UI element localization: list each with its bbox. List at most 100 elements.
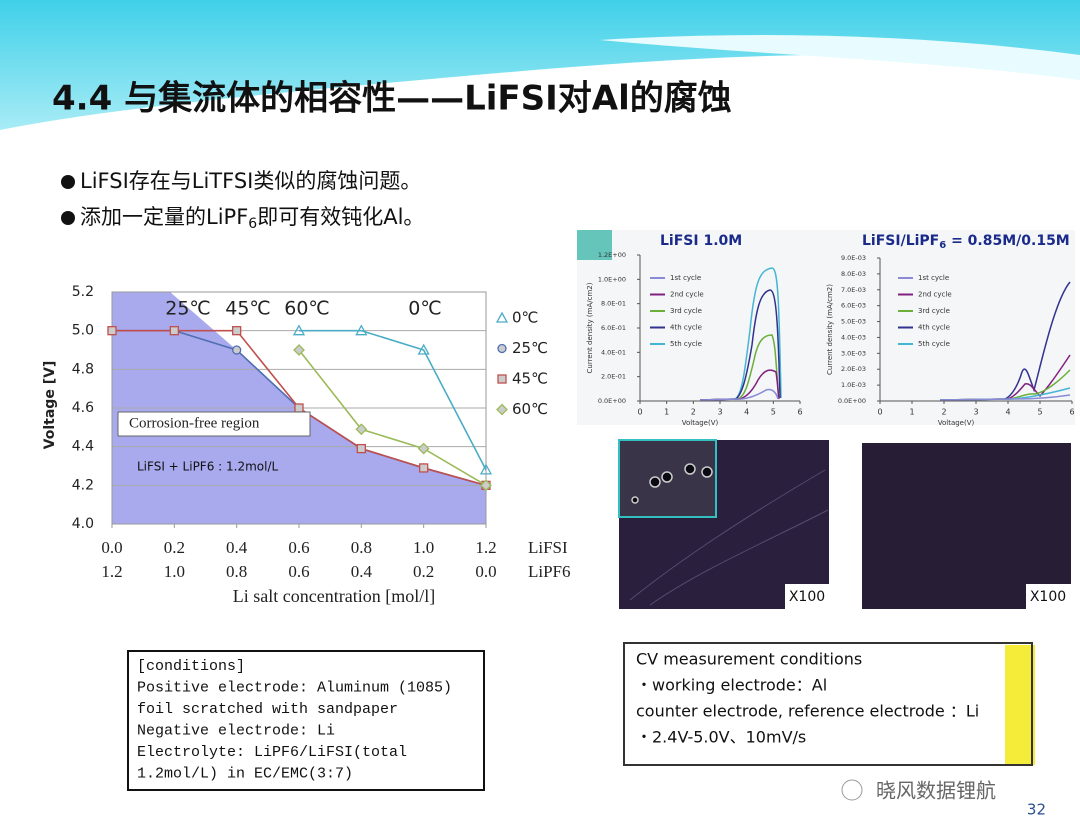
cv-title-part: = 0.85M/0.15M xyxy=(946,233,1070,249)
temperature-annotation: 60℃ xyxy=(284,298,330,320)
marker xyxy=(480,479,492,492)
page-number: 32 xyxy=(1027,801,1046,819)
highlight-bar xyxy=(1005,645,1035,765)
x-axis-title: Voltage(V) xyxy=(938,419,975,427)
y-tick-label: 6.0E-03 xyxy=(841,302,866,310)
x-tick-label: 4 xyxy=(1005,408,1010,417)
condition-line: 1.2mol/L) in EC/EMC(3:7) xyxy=(137,765,353,782)
x-tick-label: 0.4 xyxy=(226,538,248,557)
legend-label: 1st cycle xyxy=(918,274,949,282)
region-label-box xyxy=(117,411,311,437)
marker xyxy=(495,311,509,323)
header-highlight xyxy=(600,35,1080,80)
marker xyxy=(294,403,304,413)
marker xyxy=(497,374,507,384)
inset-pits xyxy=(631,463,713,504)
marker xyxy=(496,403,508,416)
conditions-right: CV measurement conditions ・working electr… xyxy=(636,650,979,747)
legend-label: 45℃ xyxy=(512,370,548,388)
bullet-text: 添加一定量的LiPF6即可有效钝化Al。 xyxy=(80,205,424,232)
y-tick-label: 8.0E-01 xyxy=(601,300,626,308)
marker xyxy=(479,463,493,475)
y-tick-label: 8.0E-03 xyxy=(841,270,866,278)
cv-curves-right xyxy=(939,281,1071,401)
magnification-box xyxy=(1026,584,1071,609)
x-tick-label: 0.0 xyxy=(101,538,122,557)
x-tick-label: 0 xyxy=(877,408,882,417)
bullet-dot xyxy=(61,175,75,189)
header-wave xyxy=(0,0,1080,130)
micrograph xyxy=(862,443,1071,609)
y-tick-label: 5.0E-03 xyxy=(841,318,866,326)
marker xyxy=(232,345,242,355)
magnification-label: X100 xyxy=(1030,589,1066,605)
cv-title: LiFSI/LiPF6 = 0.85M/0.15M xyxy=(862,233,1070,251)
conditions-box xyxy=(127,650,485,791)
legend-label: 1st cycle xyxy=(670,274,701,282)
condition-line: CV measurement conditions xyxy=(636,650,862,669)
legend-label: 4th cycle xyxy=(918,324,950,332)
x-tick-label: 0 xyxy=(637,408,642,417)
series-line xyxy=(298,349,487,487)
y-axis-title: Voltage [V] xyxy=(42,361,58,450)
region-label: Corrosion-free region xyxy=(129,415,260,431)
x-tick-label-lipf6: 0.8 xyxy=(226,562,247,581)
bullet-text: LiFSI存在与LiTFSI类似的腐蚀问题。 xyxy=(80,169,421,193)
conditions-box xyxy=(623,642,1033,766)
x-tick-label: 0.2 xyxy=(164,538,185,557)
marker xyxy=(169,326,179,336)
y-tick-label: 5.2 xyxy=(72,284,94,300)
x-tick-label-lipf6: 0.4 xyxy=(351,562,373,581)
micrograph-texture xyxy=(629,469,829,606)
condition-line: [conditions] xyxy=(137,658,245,675)
legend-label: 2nd cycle xyxy=(670,291,704,299)
x-tick-label: 5 xyxy=(771,408,776,417)
x-tick-label: 5 xyxy=(1037,408,1042,417)
condition-line: ・working electrode：Al xyxy=(636,676,827,695)
legend-label: 5th cycle xyxy=(670,340,702,348)
marker xyxy=(292,324,306,336)
y-tick-label: 2.0E-03 xyxy=(841,365,866,373)
y-tick-label: 4.0E-01 xyxy=(601,348,626,356)
marker xyxy=(419,463,429,473)
y-tick-label: 4.4 xyxy=(72,439,94,455)
cv-title: LiFSI 1.0M xyxy=(660,233,742,249)
y-tick-label: 3.0E-03 xyxy=(841,349,866,357)
main-chart: 4.0 4.2 4.4 4.6 4.8 5.0 5.2 0.0 0.2 0.4 0.6 0.8 1.0 1… xyxy=(42,284,571,606)
marker xyxy=(232,326,242,336)
y-tick-label: 7.0E-03 xyxy=(841,286,866,294)
x-tick-label-lipf6: 0.2 xyxy=(413,562,434,581)
marker xyxy=(355,324,368,336)
condition-line: Positive electrode: Aluminum (1085) xyxy=(137,679,452,696)
cv-curves-left xyxy=(699,267,782,401)
cv-charts: 0.0E+00 2.0E-01 4.0E-01 6.0E-01 8.0E-01 1.0E+… xyxy=(577,230,1075,427)
temperature-annotation: 45℃ xyxy=(225,298,271,320)
x-tick-label: 1.2 xyxy=(475,538,496,557)
bullet-dot xyxy=(61,211,75,225)
y-axis-title: Current density (mA/cm2) xyxy=(586,282,594,373)
y-tick-label: 4.6 xyxy=(72,400,94,416)
x-axis-title: Voltage(V) xyxy=(682,419,719,427)
legend-label: 5th cycle xyxy=(918,340,950,348)
cv-title-part: LiFSI 1.0M xyxy=(660,233,742,249)
x-tick-label: 4 xyxy=(744,408,749,417)
x-tick-label: 2 xyxy=(691,408,696,417)
x-tick-label: 1 xyxy=(664,408,669,417)
marker xyxy=(417,343,430,355)
marker xyxy=(356,443,366,454)
legend-label: 60℃ xyxy=(512,400,548,418)
y-tick-label: 4.8 xyxy=(72,361,94,377)
row-label: LiFSI xyxy=(528,538,568,557)
cv-title-part: 6 xyxy=(939,240,946,251)
x-tick-label: 1.0 xyxy=(413,538,434,557)
x-tick-label: 0.6 xyxy=(288,538,309,557)
y-tick-label: 1.2E+00 xyxy=(598,251,626,259)
marker xyxy=(497,343,507,354)
x-tick-label: 6 xyxy=(1069,408,1074,417)
x-tick-label: 3 xyxy=(973,408,978,417)
x-tick-label-lipf6: 0.6 xyxy=(288,562,309,581)
electrolyte-label: LiFSI + LiPF6 : 1.2mol/L xyxy=(137,460,279,474)
x-tick-label-lipf6: 0.0 xyxy=(475,562,496,581)
y-tick-label: 5.0 xyxy=(72,323,94,339)
